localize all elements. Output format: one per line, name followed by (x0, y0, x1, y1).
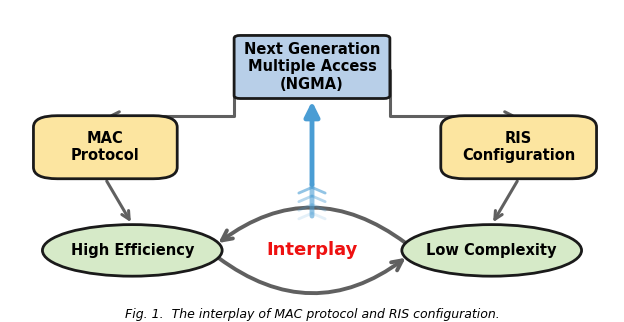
Ellipse shape (402, 225, 582, 276)
FancyBboxPatch shape (234, 35, 390, 99)
FancyBboxPatch shape (441, 116, 597, 179)
Text: RIS
Configuration: RIS Configuration (462, 131, 575, 164)
FancyBboxPatch shape (34, 116, 177, 179)
Ellipse shape (42, 225, 222, 276)
Text: MAC
Protocol: MAC Protocol (71, 131, 140, 164)
Text: Fig. 1.  The interplay of MAC protocol and RIS configuration.: Fig. 1. The interplay of MAC protocol an… (125, 308, 499, 321)
Text: Next Generation
Multiple Access
(NGMA): Next Generation Multiple Access (NGMA) (244, 42, 380, 92)
Text: Low Complexity: Low Complexity (426, 243, 557, 258)
Text: Interplay: Interplay (266, 242, 358, 260)
Text: High Efficiency: High Efficiency (71, 243, 194, 258)
